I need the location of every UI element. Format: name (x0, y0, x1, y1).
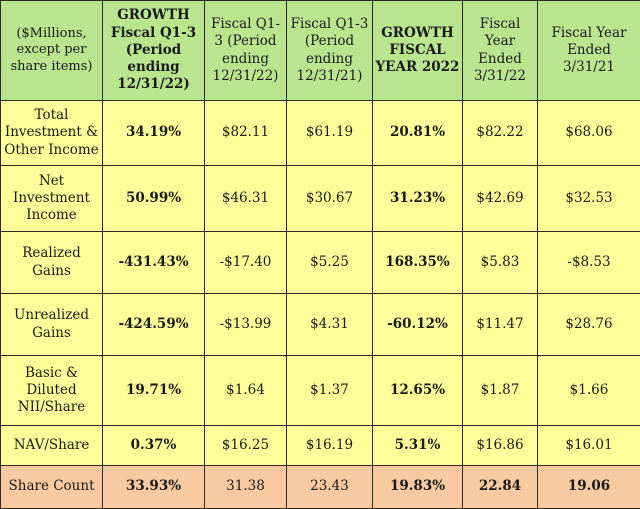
table-cell: 23.43 (287, 466, 373, 509)
table-cell: $30.67 (287, 166, 373, 232)
table-cell: $16.01 (538, 426, 640, 466)
table-row: Realized Gains -431.43% -$17.40 $5.25 16… (1, 232, 640, 294)
table-cell: $16.86 (463, 426, 538, 466)
table-cell: $16.19 (287, 426, 373, 466)
table-cell: $28.76 (538, 294, 640, 356)
header-row: ($Millions, except per share items) GROW… (1, 1, 640, 101)
table-cell: 22.84 (463, 466, 538, 509)
table-cell: -$8.53 (538, 232, 640, 294)
table-cell: -$17.40 (205, 232, 287, 294)
table-cell: -60.12% (373, 294, 463, 356)
table-cell: $32.53 (538, 166, 640, 232)
table-cell: 168.35% (373, 232, 463, 294)
table-cell: $1.64 (205, 356, 287, 426)
row-label: Share Count (1, 466, 103, 509)
table-cell: 19.83% (373, 466, 463, 509)
table-row: NAV/Share 0.37% $16.25 $16.19 5.31% $16.… (1, 426, 640, 466)
table-cell: 19.71% (103, 356, 205, 426)
table-cell: -431.43% (103, 232, 205, 294)
header-growth-fy2022: GROWTH FISCAL YEAR 2022 (373, 1, 463, 101)
table-cell: 31.38 (205, 466, 287, 509)
table-cell: $61.19 (287, 101, 373, 166)
table-cell: $16.25 (205, 426, 287, 466)
table-row: Net Investment Income 50.99% $46.31 $30.… (1, 166, 640, 232)
header-fy-3-31-22: Fiscal Year Ended 3/31/22 (463, 1, 538, 101)
table-cell: $82.22 (463, 101, 538, 166)
table-cell: $4.31 (287, 294, 373, 356)
table-cell: 12.65% (373, 356, 463, 426)
row-label: Basic & Diluted NII/Share (1, 356, 103, 426)
header-q1-3-2022: Fiscal Q1-3 (Period ending 12/31/22) (205, 1, 287, 101)
table-cell: $42.69 (463, 166, 538, 232)
table-cell: 34.19% (103, 101, 205, 166)
table-cell: 5.31% (373, 426, 463, 466)
table-cell: $1.66 (538, 356, 640, 426)
row-label: Unrealized Gains (1, 294, 103, 356)
header-fy-3-31-21: Fiscal Year Ended 3/31/21 (538, 1, 640, 101)
table-row: Basic & Diluted NII/Share 19.71% $1.64 $… (1, 356, 640, 426)
table-cell: 33.93% (103, 466, 205, 509)
header-growth-q1-3: GROWTH Fiscal Q1-3 (Period ending 12/31/… (103, 1, 205, 101)
table-row: Total Investment & Other Income 34.19% $… (1, 101, 640, 166)
row-label: Net Investment Income (1, 166, 103, 232)
table-cell: 19.06 (538, 466, 640, 509)
table-cell: $1.37 (287, 356, 373, 426)
table-cell: 50.99% (103, 166, 205, 232)
table-cell: $11.47 (463, 294, 538, 356)
table-cell: $68.06 (538, 101, 640, 166)
table-cell: $5.25 (287, 232, 373, 294)
table-cell: -$13.99 (205, 294, 287, 356)
table-cell: $82.11 (205, 101, 287, 166)
row-label: NAV/Share (1, 426, 103, 466)
header-q1-3-2021: Fiscal Q1-3 (Period ending 12/31/21) (287, 1, 373, 101)
share-count-row: Share Count 33.93% 31.38 23.43 19.83% 22… (1, 466, 640, 509)
table-cell: $5.83 (463, 232, 538, 294)
table-cell: 20.81% (373, 101, 463, 166)
header-units: ($Millions, except per share items) (1, 1, 103, 101)
table-cell: $1.87 (463, 356, 538, 426)
row-label: Total Investment & Other Income (1, 101, 103, 166)
row-label: Realized Gains (1, 232, 103, 294)
table-cell: 0.37% (103, 426, 205, 466)
table-cell: -424.59% (103, 294, 205, 356)
table-cell: $46.31 (205, 166, 287, 232)
table-row: Unrealized Gains -424.59% -$13.99 $4.31 … (1, 294, 640, 356)
table-cell: 31.23% (373, 166, 463, 232)
